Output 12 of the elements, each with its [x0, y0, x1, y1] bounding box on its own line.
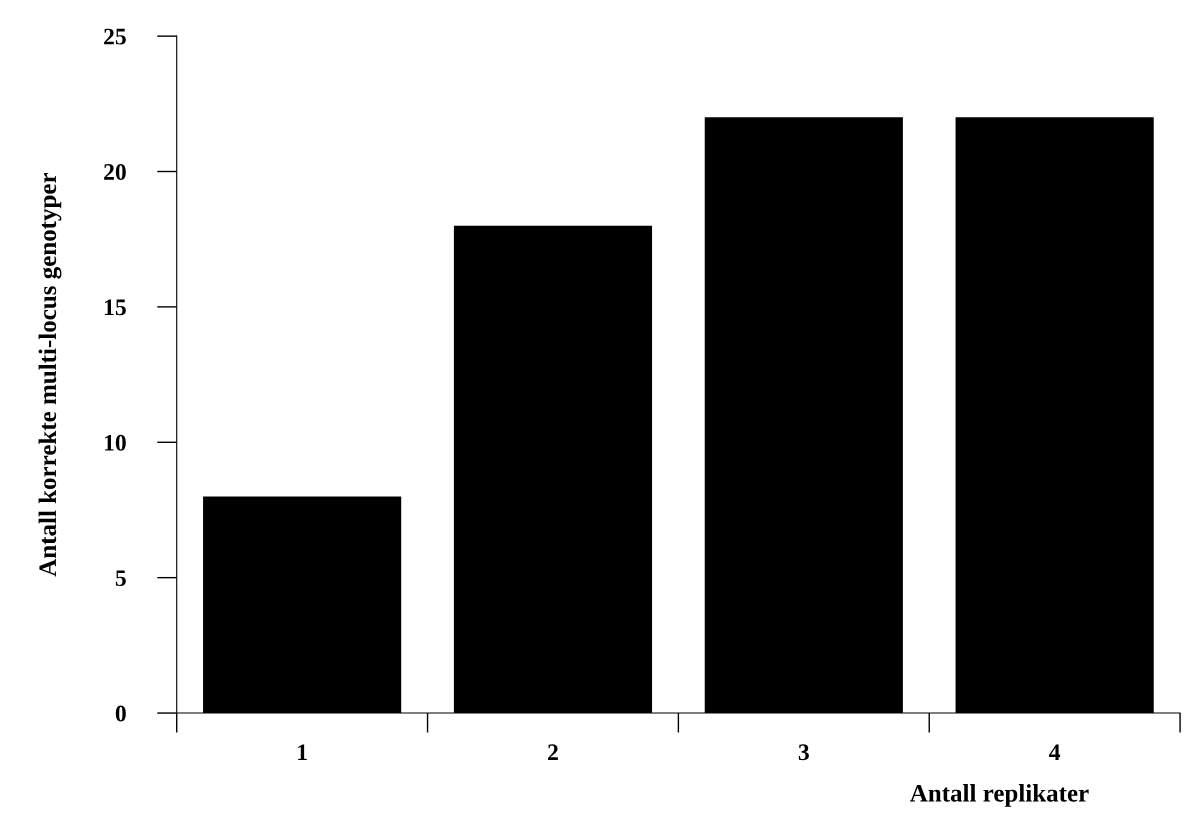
y-tick-label: 20 [104, 164, 126, 180]
y-tick-label: 25 [104, 28, 126, 45]
x-tick-label: 4 [1049, 744, 1061, 760]
y-tick-label: 5 [115, 570, 126, 587]
x-tick-label: 2 [548, 744, 558, 760]
y-tick-label: 10 [105, 434, 126, 451]
x-axis-title: Antall replikater [910, 784, 1089, 807]
x-tick-label: 3 [798, 744, 809, 761]
y-tick-label: 15 [105, 299, 126, 316]
y-tick-label: 0 [115, 705, 126, 722]
y-axis-title: Antall korrekte multi-locus genotyper [38, 172, 62, 577]
x-tick-label: 1 [298, 744, 307, 760]
